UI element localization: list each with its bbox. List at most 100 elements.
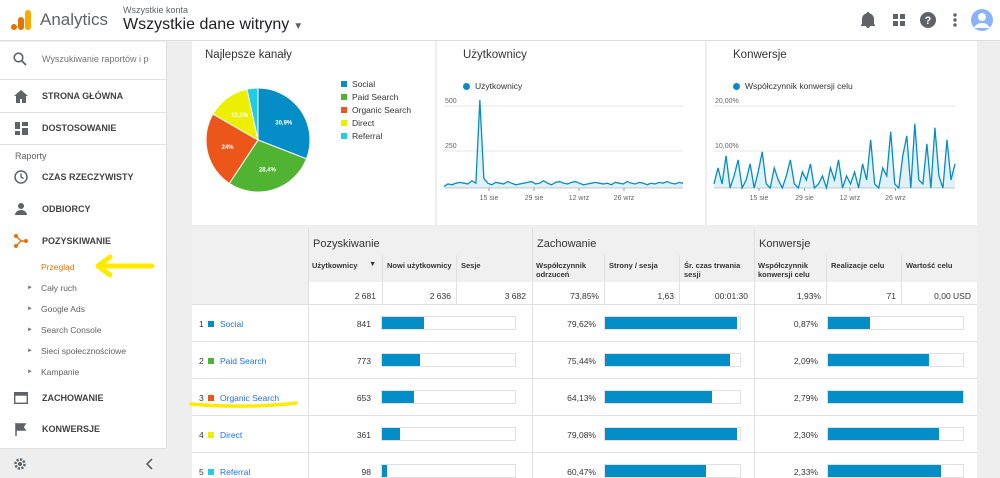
series-line: [713, 123, 956, 191]
expand-arrow-icon: ►: [27, 285, 33, 291]
collapse-chevron-icon[interactable]: [145, 458, 153, 470]
nav-realtime[interactable]: CZAS RZECZYWISTY: [0, 162, 167, 192]
cell-conversion-rate: 2,33%: [793, 467, 818, 477]
col-divider: [754, 228, 755, 478]
users-bar: [381, 427, 516, 441]
cell-users: 653: [356, 393, 371, 403]
total-new-users: 2 636: [429, 291, 451, 301]
legend-label: Organic Search: [352, 105, 412, 115]
card-title: Konwersje: [733, 49, 787, 61]
col-divider: [604, 255, 605, 304]
bounce-bar-fill: [605, 354, 731, 366]
col-divider: [532, 228, 533, 478]
settings-gear-icon[interactable]: [13, 457, 27, 471]
clock-icon: [13, 169, 29, 185]
channel-link[interactable]: Social: [220, 319, 244, 329]
col-divider: [901, 255, 902, 304]
conversion-bar: [827, 427, 964, 441]
home-icon: [13, 88, 29, 104]
col-new-users[interactable]: Nowi użytkownicy: [383, 255, 457, 282]
cell-bounce-rate: 75,44%: [567, 356, 596, 366]
channel-link[interactable]: Organic Search: [220, 393, 280, 403]
nav-customize[interactable]: DOSTOSOWANIE: [0, 113, 167, 143]
nav-audience[interactable]: ODBIORCY: [0, 194, 167, 224]
sub-overview[interactable]: Przegląd: [0, 257, 167, 277]
col-conversion-rate[interactable]: Współczynnik konwersji celu: [754, 255, 827, 282]
nav-behavior[interactable]: ZACHOWANIE: [0, 383, 167, 413]
nav-conversions[interactable]: KONWERSJE: [0, 414, 167, 444]
col-pages-per-session[interactable]: Strony / sesja: [605, 255, 680, 282]
account-selector[interactable]: Wszystkie dane witryny ▼: [123, 16, 303, 34]
sub-item-label: Google Ads: [41, 304, 85, 314]
pie-slice-label: 28,4%: [259, 168, 277, 174]
col-sessions[interactable]: Sesje: [457, 255, 532, 282]
legend-label: Użytkownicy: [475, 81, 523, 91]
dashboard-icon: [13, 120, 29, 136]
legend-paid-search: Paid Search: [341, 92, 398, 102]
search-input[interactable]: [42, 54, 152, 64]
col-divider: [679, 255, 680, 304]
conversion-bar-fill: [828, 428, 940, 440]
apps-grid-icon[interactable]: [889, 10, 909, 30]
legend-swatch: [341, 81, 347, 87]
conversion-bar: [827, 464, 964, 478]
nav-home-label: STRONA GŁÓWNA: [42, 91, 124, 101]
legend-swatch: [733, 82, 740, 90]
legend-swatch: [341, 94, 347, 100]
col-goal-completions[interactable]: Realizacje celu: [827, 255, 902, 282]
legend-organic-search: Organic Search: [341, 105, 411, 115]
row-divider: [192, 341, 977, 342]
col-divider: [826, 255, 827, 304]
sub-google-ads[interactable]: ► Google Ads: [0, 299, 167, 319]
cell-bounce-rate: 64,13%: [567, 393, 596, 403]
pie-slice-label: 24%: [222, 145, 235, 151]
x-tick-label: 29 sie: [525, 195, 544, 202]
pie-slice-label: 13,3%: [231, 113, 249, 119]
channel-link[interactable]: Referral: [220, 467, 251, 477]
account-name: Wszystkie dane witryny: [123, 16, 290, 33]
col-divider: [308, 228, 309, 478]
sub-item-label: Cały ruch: [41, 283, 77, 293]
legend-label: Direct: [352, 118, 375, 128]
nav-home[interactable]: STRONA GŁÓWNA: [0, 81, 167, 111]
users-bar: [381, 390, 516, 404]
analytics-logo-icon: [11, 10, 31, 30]
bounce-bar-fill: [605, 428, 737, 440]
expand-arrow-icon: ►: [27, 348, 33, 354]
group-conversions: Konwersje: [754, 228, 977, 255]
bell-icon[interactable]: [858, 10, 878, 30]
x-tick-label: 26 wrz: [614, 195, 635, 202]
y-tick-label: 10,00%: [715, 143, 739, 150]
row-divider: [192, 452, 977, 453]
users-bar-fill: [382, 428, 400, 440]
row-number: 3: [199, 393, 204, 403]
sub-all-traffic[interactable]: ► Cały ruch: [0, 278, 167, 298]
pie-slice-paid-search: [228, 139, 308, 193]
help-icon[interactable]: ?: [918, 10, 938, 30]
col-avg-session-duration[interactable]: Śr. czas trwania sesji: [680, 255, 754, 282]
pie-slice-social: [257, 87, 311, 160]
sub-social[interactable]: ► Sieci społecznościowe: [0, 341, 167, 361]
account-label: Wszystkie konta: [123, 5, 189, 15]
x-tick-label: 12 wrz: [840, 195, 861, 202]
legend-label: Referral: [352, 131, 383, 141]
col-users[interactable]: Użytkownicy ▼: [308, 255, 382, 282]
nav-acquisition[interactable]: POZYSKIWANIE: [0, 226, 167, 256]
users-bar-fill: [382, 354, 421, 366]
channel-link[interactable]: Direct: [220, 430, 243, 440]
row-number: 5: [199, 467, 204, 477]
more-vert-icon[interactable]: [945, 10, 965, 30]
sub-search-console[interactable]: ► Search Console: [0, 320, 167, 340]
channel-link[interactable]: Paid Search: [220, 356, 267, 366]
users-bar-fill: [382, 317, 424, 329]
row-divider: [192, 304, 977, 305]
person-icon: [13, 201, 29, 217]
col-bounce-rate[interactable]: Współczynnik odrzuceń: [532, 255, 605, 282]
col-goal-value[interactable]: Wartość celu: [902, 255, 977, 282]
avatar[interactable]: [970, 8, 994, 32]
total-goal-completions: 71: [886, 291, 896, 301]
sub-campaigns[interactable]: ► Kampanie: [0, 362, 167, 382]
col-divider: [456, 255, 457, 304]
legend-label: Współczynnik konwersji celu: [745, 81, 853, 91]
sidebar-footer: [0, 448, 167, 478]
